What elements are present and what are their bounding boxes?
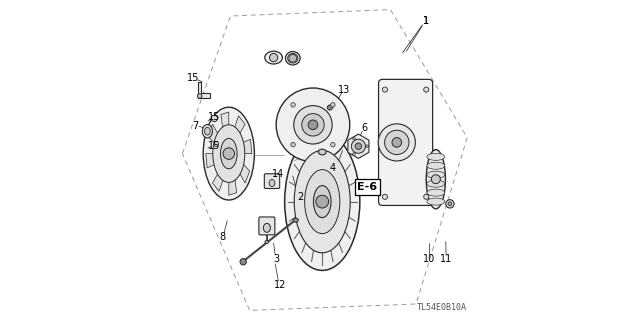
Circle shape [366, 145, 369, 148]
Circle shape [240, 259, 246, 265]
Text: 2: 2 [298, 192, 304, 202]
Circle shape [291, 142, 295, 147]
Ellipse shape [294, 150, 350, 253]
Ellipse shape [426, 149, 445, 209]
Circle shape [424, 194, 429, 199]
Text: E-6: E-6 [357, 182, 378, 192]
Text: 4: 4 [330, 163, 336, 173]
Ellipse shape [202, 124, 212, 138]
Circle shape [448, 202, 452, 206]
Circle shape [223, 148, 235, 159]
Ellipse shape [265, 241, 269, 243]
Ellipse shape [319, 149, 326, 155]
Text: TL54E0B10A: TL54E0B10A [417, 303, 467, 312]
Ellipse shape [287, 53, 298, 63]
Ellipse shape [427, 153, 445, 160]
Circle shape [328, 105, 333, 110]
Text: 6: 6 [362, 123, 368, 133]
Polygon shape [206, 149, 216, 168]
Circle shape [424, 87, 429, 92]
Ellipse shape [427, 180, 445, 187]
Ellipse shape [204, 107, 255, 200]
Ellipse shape [285, 133, 360, 270]
Text: 10: 10 [422, 254, 435, 264]
Ellipse shape [427, 171, 445, 178]
Text: 8: 8 [220, 232, 225, 242]
Ellipse shape [314, 186, 331, 218]
Text: 11: 11 [440, 254, 452, 264]
Polygon shape [237, 162, 250, 183]
Ellipse shape [293, 218, 298, 222]
Polygon shape [227, 176, 237, 195]
Polygon shape [234, 116, 245, 140]
Circle shape [385, 130, 409, 155]
Text: 7: 7 [192, 121, 198, 132]
Text: 1: 1 [422, 16, 429, 26]
Ellipse shape [431, 175, 440, 184]
Ellipse shape [265, 51, 282, 64]
Circle shape [331, 142, 335, 147]
Polygon shape [198, 82, 210, 98]
Text: 15: 15 [207, 112, 220, 122]
Circle shape [383, 194, 388, 199]
Polygon shape [221, 112, 231, 132]
Text: 13: 13 [338, 84, 350, 95]
Circle shape [445, 200, 454, 208]
Circle shape [355, 143, 362, 149]
Text: 15: 15 [188, 73, 200, 84]
Ellipse shape [212, 125, 245, 182]
Ellipse shape [305, 170, 340, 234]
Circle shape [197, 94, 202, 98]
Circle shape [308, 120, 317, 130]
Text: 3: 3 [274, 254, 280, 264]
Ellipse shape [427, 198, 445, 205]
Polygon shape [212, 168, 224, 191]
Ellipse shape [427, 189, 445, 196]
Text: 1: 1 [422, 16, 429, 26]
Circle shape [353, 137, 355, 140]
Polygon shape [348, 134, 369, 158]
Polygon shape [208, 124, 221, 145]
Polygon shape [241, 140, 252, 158]
Ellipse shape [220, 138, 237, 169]
Circle shape [289, 54, 296, 62]
Circle shape [269, 53, 278, 62]
Ellipse shape [427, 162, 445, 169]
Circle shape [351, 139, 365, 153]
Circle shape [294, 106, 332, 144]
Circle shape [378, 124, 415, 161]
FancyBboxPatch shape [259, 217, 275, 235]
Text: 15: 15 [207, 140, 220, 151]
Ellipse shape [285, 52, 300, 65]
Ellipse shape [269, 180, 275, 187]
Circle shape [383, 87, 388, 92]
Circle shape [302, 114, 324, 136]
FancyBboxPatch shape [378, 79, 433, 205]
Circle shape [316, 195, 329, 208]
Circle shape [291, 103, 295, 107]
FancyBboxPatch shape [264, 174, 280, 188]
Text: 14: 14 [271, 169, 284, 180]
Circle shape [331, 103, 335, 107]
Circle shape [276, 88, 349, 162]
Circle shape [392, 138, 402, 147]
Ellipse shape [205, 127, 210, 135]
Circle shape [214, 141, 219, 147]
Ellipse shape [264, 223, 270, 232]
Text: 12: 12 [274, 280, 286, 290]
Circle shape [353, 153, 355, 155]
Circle shape [211, 115, 218, 122]
